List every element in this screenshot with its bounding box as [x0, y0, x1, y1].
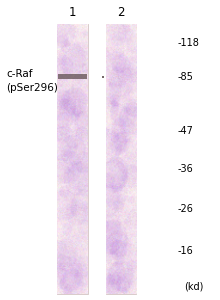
Text: (pSer296): (pSer296)	[7, 83, 59, 93]
Bar	[58, 74, 87, 79]
Text: -36: -36	[177, 164, 193, 175]
Text: -118: -118	[177, 38, 199, 49]
Text: -47: -47	[177, 125, 193, 136]
Text: 2: 2	[117, 7, 125, 20]
Text: -16: -16	[177, 245, 193, 256]
Bar	[57, 24, 88, 294]
Text: c-Raf: c-Raf	[7, 69, 33, 79]
Text: (kd): (kd)	[184, 281, 203, 292]
Text: 1: 1	[69, 7, 76, 20]
Text: -26: -26	[177, 203, 193, 214]
Text: -85: -85	[177, 71, 193, 82]
Bar	[106, 24, 136, 294]
